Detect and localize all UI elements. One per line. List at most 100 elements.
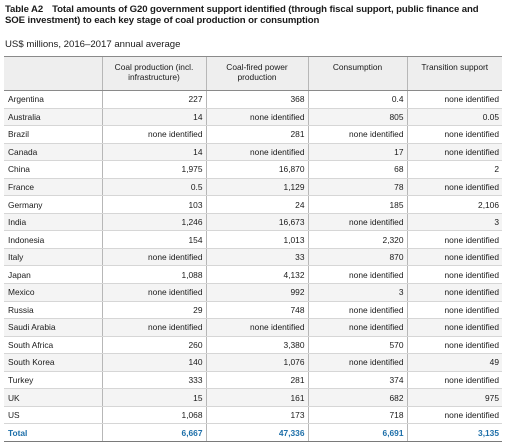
coal-production-cell: 1,088 [101, 265, 206, 285]
coal-power-cell: 748 [205, 301, 308, 320]
transition-support-cell: none identified [406, 283, 502, 302]
country-cell: Canada [4, 143, 102, 162]
table-row: Germany 103 24 185 2,106 [4, 195, 502, 214]
table-row: Turkey 333 281 374 none identified [4, 371, 502, 390]
coal-production-cell: 0.5 [101, 178, 206, 197]
table-row: Brazil none identified 281 none identified n… [4, 125, 502, 144]
country-cell: Mexico [4, 283, 102, 302]
transition-support-cell: 0.05 [406, 108, 502, 127]
coal-power-cell: none identified [205, 318, 308, 337]
coal-power-cell: 24 [205, 195, 308, 214]
consumption-cell: none identified [307, 265, 407, 285]
transition-support-cell: none identified [406, 301, 502, 320]
country-cell: South Africa [4, 336, 102, 355]
country-cell: China [4, 160, 102, 179]
consumption-cell: none identified [307, 301, 407, 320]
table-title: Table A2 Total amounts of G20 government … [5, 4, 501, 26]
table-row: China 1,975 16,870 68 2 [4, 160, 502, 179]
transition-support-cell: none identified [406, 371, 502, 390]
coal-production-cell: 1,068 [101, 406, 206, 425]
column-header-coal-fired-power: Coal-fired power production [205, 56, 308, 91]
transition-support-cell: none identified [406, 230, 502, 249]
country-cell: India [4, 213, 102, 232]
country-cell: Japan [4, 265, 102, 285]
country-cell: US [4, 406, 102, 425]
coal-power-cell: none identified [205, 108, 308, 127]
table-row: South Africa 260 3,380 570 none identified [4, 336, 502, 355]
transition-support-cell: none identified [406, 178, 502, 197]
coal-power-cell: 4,132 [205, 265, 308, 285]
table-row: Australia 14 none identified 805 0.05 [4, 108, 502, 127]
table-row: Japan 1,088 4,132 none identified none ident… [4, 265, 502, 285]
coal-production-cell: none identified [101, 248, 206, 267]
column-header-transition-support: Transition support [406, 56, 502, 91]
transition-support-cell: none identified [406, 406, 502, 425]
coal-power-cell: 1,076 [205, 353, 308, 372]
transition-support-cell: none identified [406, 318, 502, 337]
coal-production-cell: 154 [101, 230, 206, 249]
table-row: Italy none identified 33 870 none identified [4, 248, 502, 267]
coal-production-cell: 260 [101, 336, 206, 355]
column-header-coal-production: Coal production (incl. infrastructure) [101, 56, 206, 91]
table-row: Russia 29 748 none identified none identifie… [4, 301, 502, 320]
coal-power-cell: 281 [205, 371, 308, 390]
coal-production-cell: 1,246 [101, 213, 206, 232]
table-row: France 0.5 1,129 78 none identified [4, 178, 502, 197]
total-value: 47,336 [205, 423, 308, 442]
country-cell: Australia [4, 108, 102, 127]
table-row: South Korea 140 1,076 none identified 49 [4, 353, 502, 372]
transition-support-cell: none identified [406, 90, 502, 109]
consumption-cell: 805 [307, 108, 407, 127]
coal-production-cell: none identified [101, 283, 206, 302]
coal-production-cell: 1,975 [101, 160, 206, 179]
country-cell: Brazil [4, 125, 102, 144]
consumption-cell: 718 [307, 406, 407, 425]
table-row: Indonesia 154 1,013 2,320 none identified [4, 230, 502, 249]
coal-production-cell: 140 [101, 353, 206, 372]
table-title-text: Total amounts of G20 government support … [5, 4, 479, 26]
coal-power-cell: 3,380 [205, 336, 308, 355]
consumption-cell: 2,320 [307, 230, 407, 249]
consumption-cell: none identified [307, 353, 407, 372]
consumption-cell: none identified [307, 125, 407, 144]
coal-production-cell: 14 [101, 108, 206, 127]
consumption-cell: none identified [307, 318, 407, 337]
transition-support-cell: none identified [406, 265, 502, 285]
data-table: Coal production (incl. infrastructure) C… [4, 56, 502, 442]
table-row: Mexico none identified 992 3 none identified [4, 283, 502, 302]
consumption-cell: 0.4 [307, 90, 407, 109]
table-row: Argentina 227 368 0.4 none identified [4, 90, 502, 109]
consumption-cell: 374 [307, 371, 407, 390]
column-header-country [4, 56, 102, 91]
coal-power-cell: none identified [205, 143, 308, 162]
transition-support-cell: 49 [406, 353, 502, 372]
transition-support-cell: none identified [406, 125, 502, 144]
consumption-cell: 17 [307, 143, 407, 162]
consumption-cell: 682 [307, 388, 407, 407]
coal-power-cell: 1,129 [205, 178, 308, 197]
table-row: US 1,068 173 718 none identified [4, 406, 502, 425]
header-row: Coal production (incl. infrastructure) C… [4, 56, 502, 91]
transition-support-cell: none identified [406, 248, 502, 267]
table-subtitle: US$ millions, 2016–2017 annual average [5, 39, 181, 50]
consumption-cell: none identified [307, 213, 407, 232]
coal-production-cell: 333 [101, 371, 206, 390]
country-cell: South Korea [4, 353, 102, 372]
country-cell: France [4, 178, 102, 197]
total-label: Total [4, 423, 102, 442]
consumption-cell: 68 [307, 160, 407, 179]
table-label: Table A2 [5, 4, 44, 15]
transition-support-cell: none identified [406, 336, 502, 355]
coal-power-cell: 281 [205, 125, 308, 144]
coal-power-cell: 368 [205, 90, 308, 109]
coal-production-cell: none identified [101, 318, 206, 337]
table-row: India 1,246 16,673 none identified 3 [4, 213, 502, 232]
table-row: Canada 14 none identified 17 none identified [4, 143, 502, 162]
country-cell: Argentina [4, 90, 102, 109]
transition-support-cell: 3 [406, 213, 502, 232]
coal-production-cell: none identified [101, 125, 206, 144]
consumption-cell: 3 [307, 283, 407, 302]
coal-power-cell: 161 [205, 388, 308, 407]
country-cell: Russia [4, 301, 102, 320]
